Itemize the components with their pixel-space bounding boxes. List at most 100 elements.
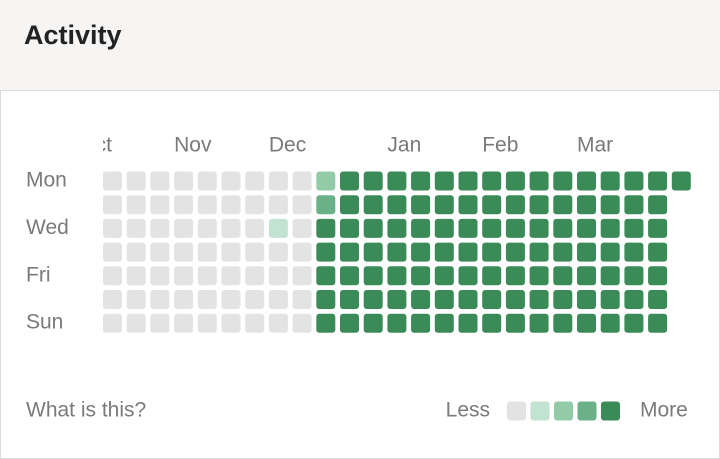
activity-cell (174, 218, 194, 238)
activity-cell (624, 195, 644, 215)
activity-cell (221, 313, 241, 333)
activity-cell (150, 313, 170, 333)
activity-cell (505, 242, 525, 262)
activity-cell (482, 171, 502, 191)
activity-cell (505, 195, 525, 215)
activity-cell (505, 313, 525, 333)
activity-cell (197, 171, 217, 191)
activity-cell (434, 290, 454, 309)
activity-cell (103, 195, 122, 215)
activity-cell (600, 171, 620, 191)
activity-cell (150, 242, 170, 262)
activity-cell (529, 266, 549, 286)
activity-cell (482, 218, 502, 238)
month-label: Mar (577, 134, 613, 157)
activity-cell (363, 195, 383, 215)
activity-cell (197, 218, 217, 238)
activity-cell (316, 171, 336, 191)
activity-cell (577, 313, 596, 333)
activity-cell (292, 242, 312, 262)
activity-cell (316, 313, 336, 333)
activity-cell (411, 266, 431, 286)
activity-cell (482, 242, 502, 262)
activity-cell (268, 313, 288, 333)
activity-cell (529, 242, 549, 262)
legend-swatch (507, 401, 526, 421)
activity-cell (577, 218, 596, 238)
activity-cell (458, 195, 478, 215)
month-label: Oct (79, 134, 112, 157)
activity-cell (292, 171, 312, 191)
activity-cell (648, 242, 668, 262)
activity-cell (553, 266, 573, 286)
activity-cell (600, 266, 620, 286)
activity-cell (624, 171, 644, 191)
activity-cell (316, 242, 336, 262)
activity-cell (103, 290, 122, 309)
activity-cell (387, 195, 407, 215)
activity-cell (553, 313, 573, 333)
activity-cell (458, 313, 478, 333)
activity-cell (363, 313, 383, 333)
activity-cell (245, 290, 265, 309)
activity-cell (174, 313, 194, 333)
activity-cell (340, 290, 359, 309)
activity-cell (103, 313, 122, 333)
activity-cell (103, 218, 122, 238)
activity-cell (245, 218, 265, 238)
activity-cell (411, 242, 431, 262)
activity-cell (363, 290, 383, 309)
activity-cell (174, 242, 194, 262)
activity-cell (600, 218, 620, 238)
activity-cell (126, 313, 146, 333)
activity-cell (245, 242, 265, 262)
activity-cell (624, 313, 644, 333)
activity-cell (197, 290, 217, 309)
month-labels: Oct Nov Dec Jan Feb Mar (79, 134, 613, 157)
activity-cell (221, 290, 241, 309)
activity-cell (648, 171, 668, 191)
activity-cell (411, 290, 431, 309)
activity-cell (529, 313, 549, 333)
activity-cell (292, 266, 312, 286)
activity-cell (340, 266, 359, 286)
activity-cell (340, 218, 359, 238)
activity-cell (648, 195, 668, 215)
activity-cell (268, 171, 288, 191)
month-label: Jan (387, 134, 421, 157)
activity-cell (150, 171, 170, 191)
activity-cell (340, 195, 359, 215)
activity-cell (174, 171, 194, 191)
activity-cell (363, 266, 383, 286)
activity-cell (292, 195, 312, 215)
activity-cell (268, 195, 288, 215)
activity-cell (221, 218, 241, 238)
activity-cell (482, 313, 502, 333)
activity-cell (387, 313, 407, 333)
activity-cell (363, 171, 383, 191)
activity-cell (292, 290, 312, 309)
legend-swatch (601, 401, 620, 421)
activity-cell (245, 313, 265, 333)
activity-cell (197, 195, 217, 215)
activity-cell (577, 171, 596, 191)
activity-cell (434, 171, 454, 191)
activity-cell (150, 290, 170, 309)
activity-cell (411, 313, 431, 333)
month-label: Dec (269, 134, 306, 157)
activity-cell (411, 195, 431, 215)
activity-cell (268, 266, 288, 286)
help-link[interactable]: What is this? (26, 399, 146, 422)
activity-cell (600, 195, 620, 215)
activity-cell (245, 171, 265, 191)
activity-cell (482, 266, 502, 286)
header: Activity (0, 0, 720, 90)
activity-cell (482, 290, 502, 309)
activity-cell (387, 242, 407, 262)
activity-cell (529, 171, 549, 191)
day-label: Sun (26, 311, 63, 334)
activity-cell (648, 290, 668, 309)
activity-cell (458, 290, 478, 309)
legend-more: More (640, 399, 688, 422)
